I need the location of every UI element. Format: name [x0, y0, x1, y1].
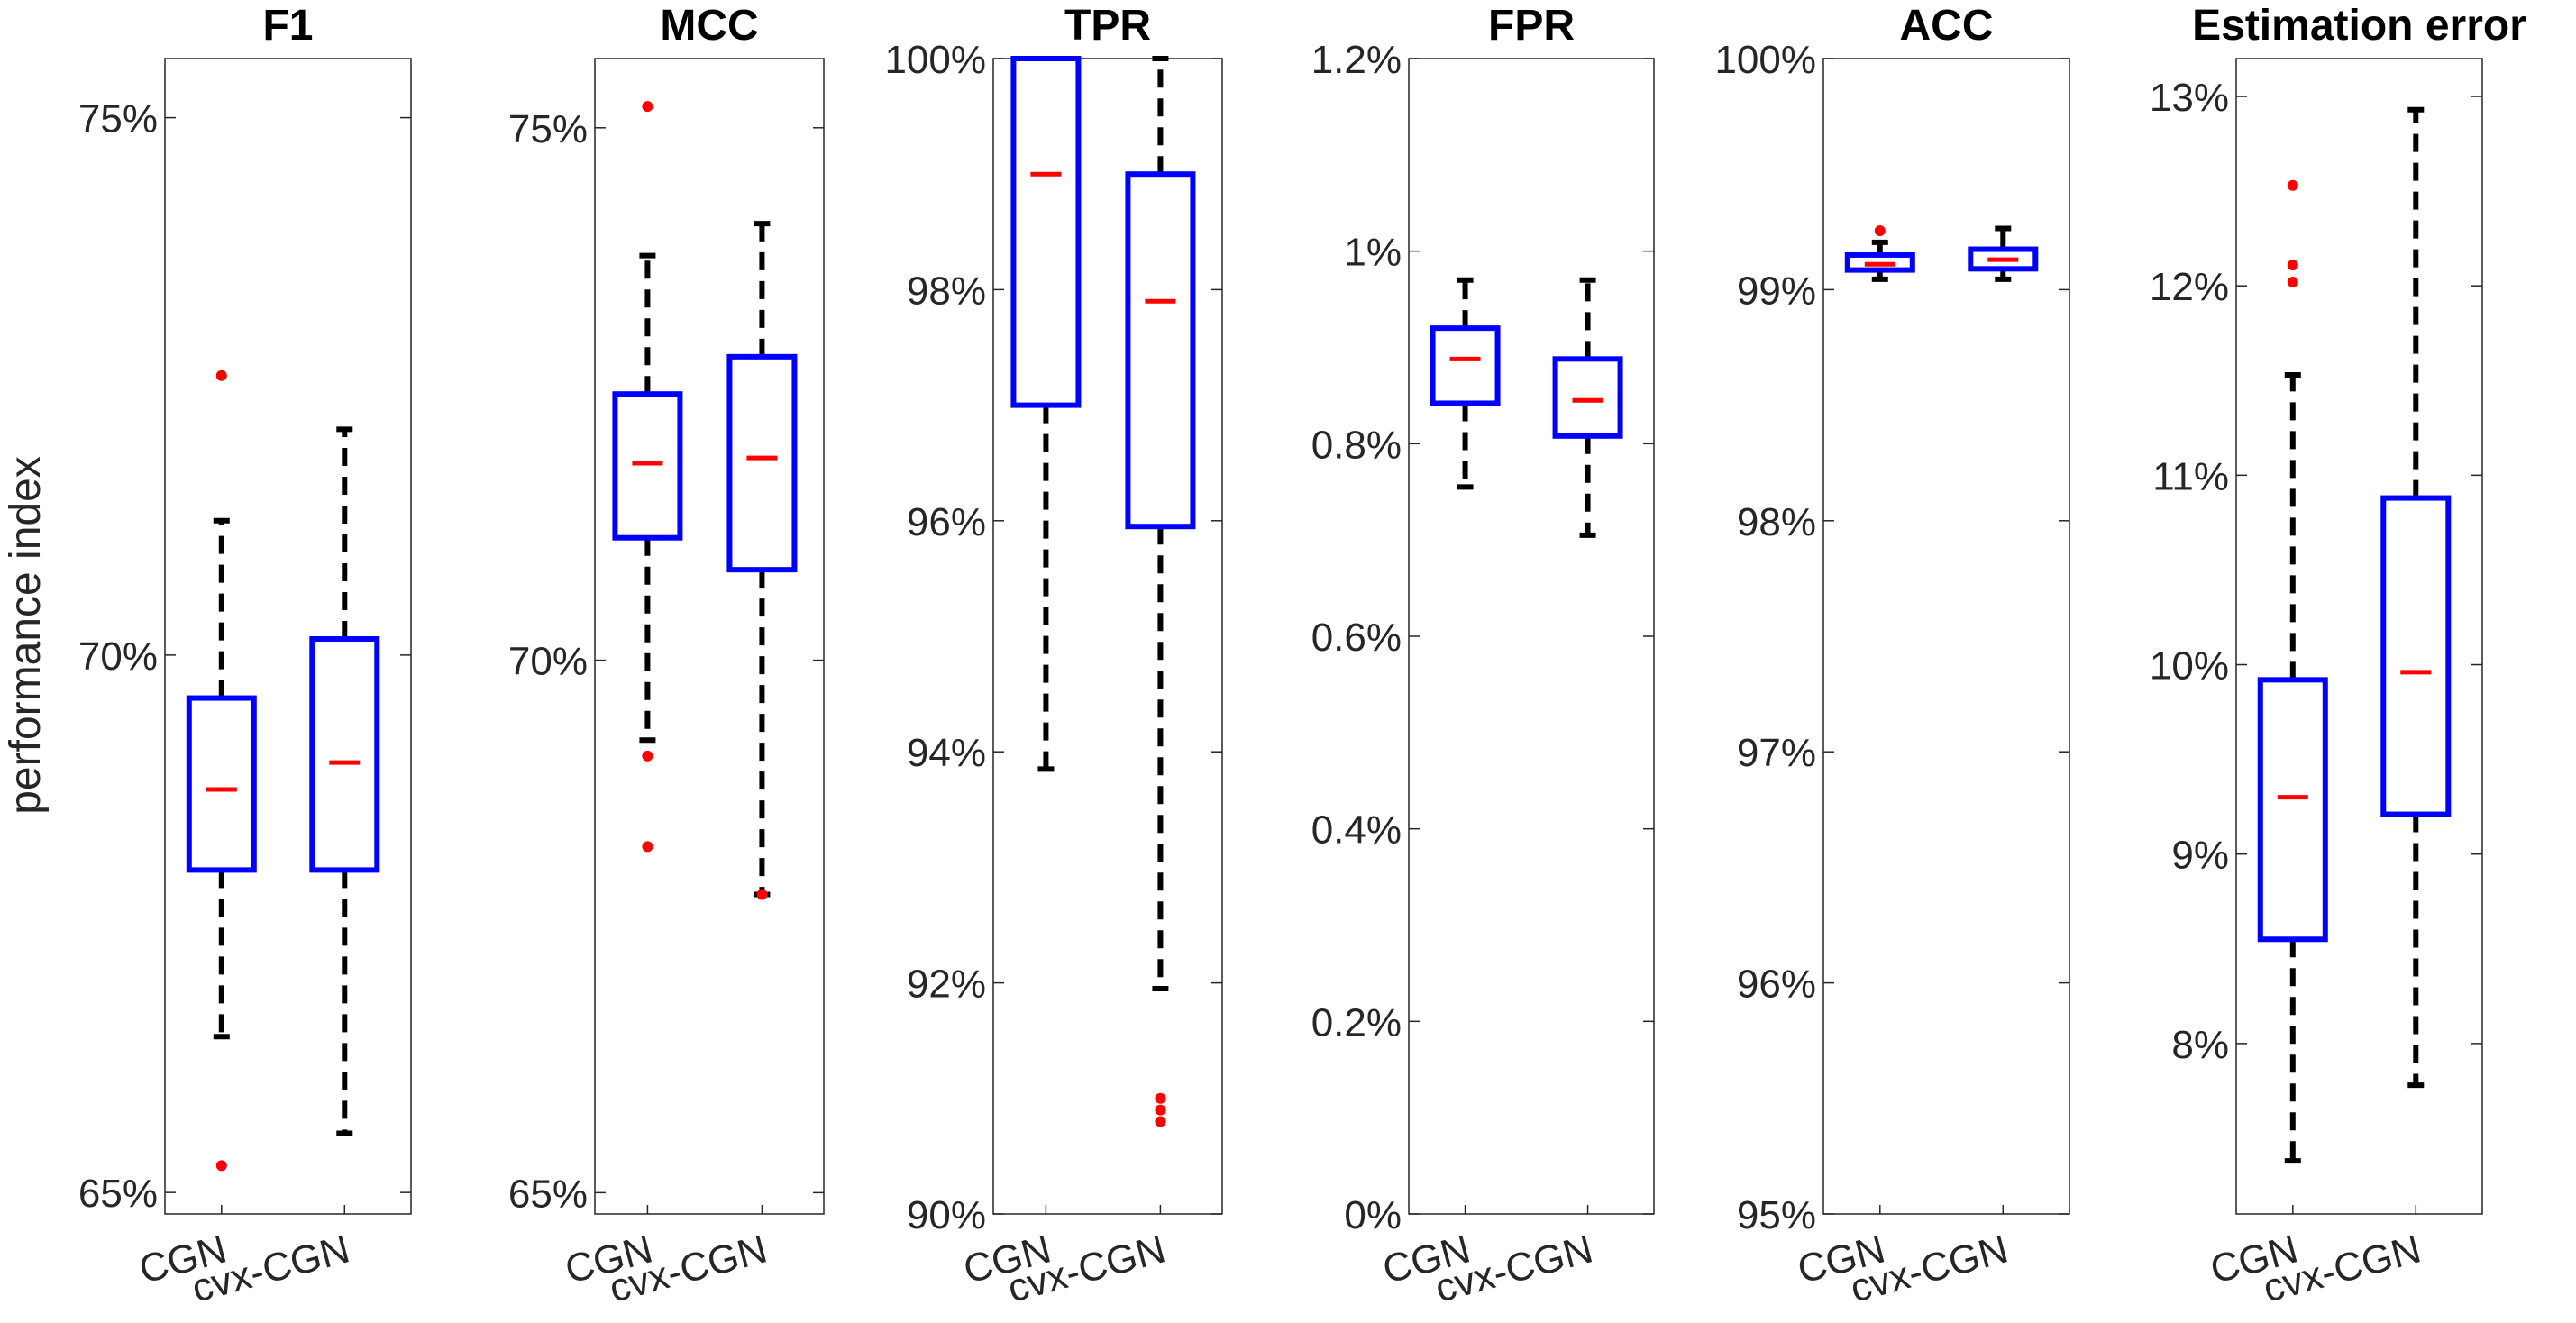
y-tick-label: 98%: [1737, 500, 1816, 544]
box-1: [726, 221, 798, 900]
outlier-point: [1155, 1116, 1166, 1127]
outlier-point: [2287, 179, 2298, 191]
outlier-point: [642, 841, 653, 853]
y-tick-label: 65%: [508, 1172, 588, 1216]
y-tick-label: 97%: [1737, 731, 1816, 775]
y-tick-label: 0%: [1344, 1193, 1402, 1237]
axes-frame: [1408, 58, 1655, 1215]
y-axis-label: performance index: [2, 456, 50, 815]
y-tick-label: 65%: [78, 1172, 158, 1216]
iqr-box: [186, 695, 257, 873]
iqr-box: [2380, 495, 2452, 817]
y-tick-label: 10%: [2150, 644, 2229, 689]
y-tick-label: 94%: [907, 731, 986, 775]
outlier-point: [642, 101, 653, 113]
y-tick-label: 0.6%: [1311, 616, 1402, 660]
iqr-box: [726, 353, 798, 573]
y-tick-label: 13%: [2150, 76, 2229, 120]
y-tick-label: 92%: [907, 963, 986, 1007]
box-0: [186, 370, 257, 1172]
panel-title: FPR: [1488, 2, 1575, 50]
iqr-box: [2257, 677, 2328, 943]
y-tick-label: 100%: [1714, 38, 1816, 82]
box-0: [2257, 179, 2328, 1164]
box-0: [612, 101, 683, 853]
y-tick-label: 0.2%: [1311, 1000, 1402, 1045]
iqr-box: [1968, 246, 2039, 272]
panel-title: Estimation error: [2192, 2, 2526, 50]
panel-title: MCC: [660, 2, 758, 50]
y-tick-label: 9%: [2171, 834, 2229, 878]
box-1: [1552, 277, 1623, 538]
box-1: [1968, 225, 2039, 282]
iqr-box: [1552, 356, 1623, 439]
y-tick-label: 12%: [2150, 265, 2229, 309]
box-0: [1010, 56, 1082, 772]
y-tick-label: 0.8%: [1311, 423, 1402, 467]
panel-title: ACC: [1900, 2, 1994, 50]
iqr-box: [309, 635, 380, 873]
y-tick-label: 70%: [508, 640, 588, 684]
axes-frame: [1822, 58, 2070, 1215]
panel-5: Estimation error8%9%10%11%12%13%CGNcvx-C…: [2150, 2, 2526, 1311]
y-tick-label: 98%: [907, 269, 986, 313]
iqr-box: [612, 391, 683, 541]
iqr-box: [1430, 325, 1501, 406]
y-tick-label: 8%: [2171, 1023, 2229, 1067]
axes-frame: [594, 58, 825, 1215]
outlier-point: [1155, 1092, 1166, 1104]
iqr-box: [1844, 251, 1915, 273]
iqr-box: [1010, 56, 1082, 408]
axes-frame: [164, 58, 412, 1215]
y-tick-label: 11%: [2152, 454, 2229, 498]
outlier-point: [2287, 276, 2298, 287]
y-tick-label: 70%: [78, 634, 158, 679]
outlier-point: [1874, 225, 1886, 237]
outlier-point: [215, 370, 227, 381]
y-tick-label: 1.2%: [1311, 38, 1402, 82]
box-0: [1430, 277, 1501, 490]
y-tick-label: 90%: [907, 1193, 986, 1237]
y-tick-label: 100%: [884, 38, 986, 82]
y-tick-label: 75%: [78, 97, 158, 141]
panel-title: TPR: [1064, 2, 1151, 50]
outlier-point: [215, 1160, 227, 1172]
y-tick-label: 96%: [1737, 963, 1816, 1007]
y-tick-label: 1%: [1344, 231, 1402, 275]
panels: F165%70%75%CGNcvx-CGNMCC65%70%75%CGNcvx-…: [78, 2, 2526, 1311]
outlier-point: [2287, 260, 2298, 271]
box-0: [1844, 225, 1915, 282]
outlier-point: [756, 889, 768, 900]
y-tick-label: 0.4%: [1311, 808, 1402, 853]
box-1: [1125, 56, 1196, 1127]
y-tick-label: 95%: [1737, 1193, 1816, 1237]
y-tick-label: 75%: [508, 107, 588, 151]
panel-title: F1: [262, 2, 313, 50]
y-tick-label: 99%: [1737, 269, 1816, 313]
box-1: [309, 426, 380, 1136]
outlier-point: [642, 750, 653, 762]
axes-frame: [2235, 58, 2483, 1215]
outlier-point: [1155, 1104, 1166, 1116]
iqr-box: [1125, 171, 1196, 530]
y-tick-label: 96%: [907, 500, 986, 544]
axes-frame: [992, 58, 1223, 1215]
box-1: [2380, 106, 2452, 1089]
